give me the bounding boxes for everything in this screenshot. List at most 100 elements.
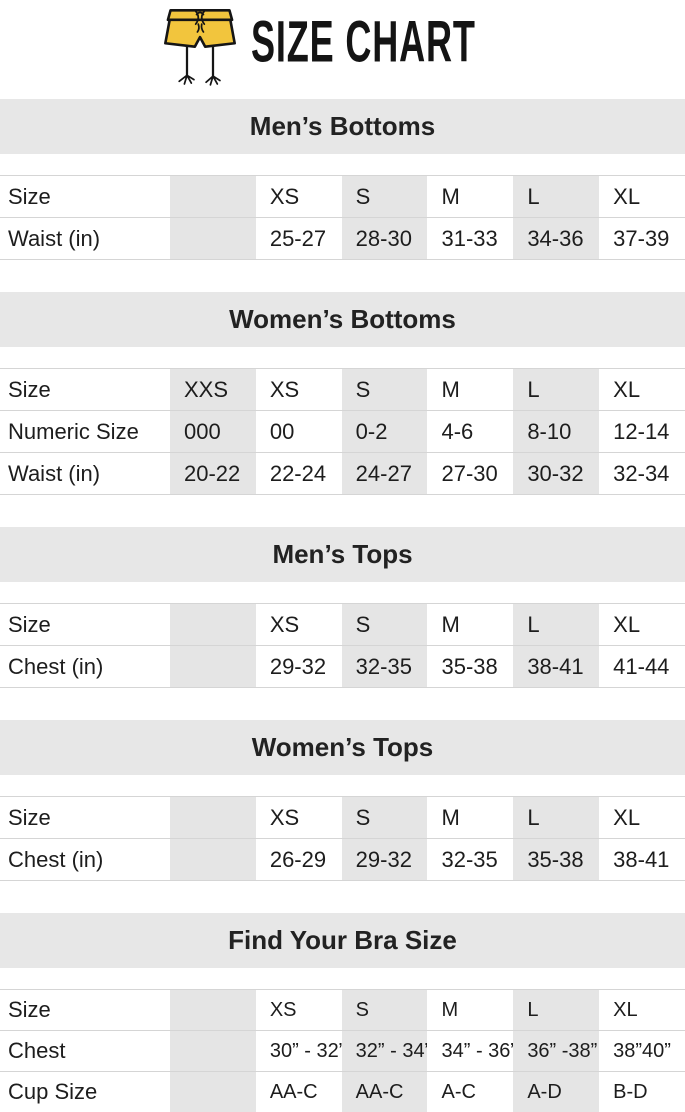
row-label: Chest	[0, 1031, 170, 1072]
size-cell: M	[427, 990, 513, 1031]
value-cell: 27-30	[427, 453, 513, 495]
size-cell: S	[342, 797, 428, 839]
value-cell: AA-C	[256, 1072, 342, 1112]
value-cell: 000	[170, 411, 256, 453]
size-cell: XL	[599, 369, 685, 411]
section-banner: Men’s Bottoms	[0, 99, 685, 154]
value-cell: 38-41	[599, 839, 685, 881]
value-cell: 38”40”	[599, 1031, 685, 1072]
value-cell: 26-29	[256, 839, 342, 881]
section-title: Find Your Bra Size	[228, 925, 457, 956]
table-row: Size XXS XS S M L XL	[0, 369, 685, 411]
value-cell: 20-22	[170, 453, 256, 495]
table-row: Waist (in) 25-27 28-30 31-33 34-36 37-39	[0, 218, 685, 260]
section-mens-bottoms: Men’s Bottoms Size XS S M L XL Waist (in…	[0, 99, 685, 260]
empty-cell	[170, 176, 256, 218]
value-cell: 36” -38”	[513, 1031, 599, 1072]
section-womens-bottoms: Women’s Bottoms Size XXS XS S M L XL Num…	[0, 292, 685, 495]
value-cell: 37-39	[599, 218, 685, 260]
value-cell: 32-35	[427, 839, 513, 881]
empty-cell	[170, 1072, 256, 1112]
size-cell: S	[342, 604, 428, 646]
size-cell: M	[427, 369, 513, 411]
size-cell: XL	[599, 797, 685, 839]
row-label: Size	[0, 176, 170, 218]
size-cell: L	[513, 369, 599, 411]
row-label: Chest (in)	[0, 839, 170, 881]
row-label: Cup Size	[0, 1072, 170, 1112]
size-table-mens-tops: Size XS S M L XL Chest (in) 29-32 32-35 …	[0, 603, 685, 688]
value-cell: A-D	[513, 1072, 599, 1112]
table-row: Chest (in) 29-32 32-35 35-38 38-41 41-44	[0, 646, 685, 688]
page-header: SIZE CHART	[0, 0, 685, 99]
size-cell: XS	[256, 176, 342, 218]
value-cell: 22-24	[256, 453, 342, 495]
section-title: Women’s Tops	[252, 732, 434, 763]
value-cell: 32-35	[342, 646, 428, 688]
page-title: SIZE CHART	[251, 10, 476, 76]
size-cell: XS	[256, 797, 342, 839]
table-row: Chest (in) 26-29 29-32 32-35 35-38 38-41	[0, 839, 685, 881]
value-cell: 32” - 34”	[342, 1031, 428, 1072]
size-cell: XL	[599, 604, 685, 646]
size-cell: S	[342, 990, 428, 1031]
row-label: Numeric Size	[0, 411, 170, 453]
value-cell: 29-32	[342, 839, 428, 881]
size-cell: L	[513, 797, 599, 839]
size-table-womens-bottoms: Size XXS XS S M L XL Numeric Size 000 00…	[0, 368, 685, 495]
row-label: Size	[0, 990, 170, 1031]
empty-cell	[170, 646, 256, 688]
size-cell: S	[342, 176, 428, 218]
section-title: Men’s Bottoms	[250, 111, 435, 142]
size-cell: S	[342, 369, 428, 411]
size-cell: M	[427, 176, 513, 218]
section-banner: Women’s Tops	[0, 720, 685, 775]
table-row: Size XS S M L XL	[0, 797, 685, 839]
value-cell: 31-33	[427, 218, 513, 260]
value-cell: 12-14	[599, 411, 685, 453]
section-title: Men’s Tops	[272, 539, 412, 570]
size-table-bra: Size XS S M L XL Chest 30” - 32” 32” - 3…	[0, 989, 685, 1112]
row-label: Size	[0, 604, 170, 646]
size-table-mens-bottoms: Size XS S M L XL Waist (in) 25-27 28-30 …	[0, 175, 685, 260]
table-row: Chest 30” - 32” 32” - 34” 34” - 36” 36” …	[0, 1031, 685, 1072]
row-label: Size	[0, 369, 170, 411]
row-label: Chest (in)	[0, 646, 170, 688]
section-banner: Men’s Tops	[0, 527, 685, 582]
value-cell: 4-6	[427, 411, 513, 453]
section-womens-tops: Women’s Tops Size XS S M L XL Chest (in)…	[0, 720, 685, 881]
section-mens-tops: Men’s Tops Size XS S M L XL Chest (in) 2…	[0, 527, 685, 688]
value-cell: 8-10	[513, 411, 599, 453]
row-label: Waist (in)	[0, 453, 170, 495]
size-table-womens-tops: Size XS S M L XL Chest (in) 26-29 29-32 …	[0, 796, 685, 881]
size-cell: M	[427, 604, 513, 646]
row-label: Waist (in)	[0, 218, 170, 260]
value-cell: 30” - 32”	[256, 1031, 342, 1072]
empty-cell	[170, 218, 256, 260]
empty-cell	[170, 797, 256, 839]
shorts-chicken-legs-icon	[161, 2, 239, 94]
size-cell: XXS	[170, 369, 256, 411]
size-cell: L	[513, 176, 599, 218]
section-banner: Women’s Bottoms	[0, 292, 685, 347]
section-bra-size: Find Your Bra Size Size XS S M L XL Ches…	[0, 913, 685, 1112]
empty-cell	[170, 990, 256, 1031]
size-cell: XS	[256, 604, 342, 646]
value-cell: A-C	[427, 1072, 513, 1112]
table-row: Waist (in) 20-22 22-24 24-27 27-30 30-32…	[0, 453, 685, 495]
section-title: Women’s Bottoms	[229, 304, 456, 335]
empty-cell	[170, 1031, 256, 1072]
table-row: Size XS S M L XL	[0, 990, 685, 1031]
value-cell: 25-27	[256, 218, 342, 260]
size-cell: XS	[256, 369, 342, 411]
value-cell: 38-41	[513, 646, 599, 688]
table-row: Cup Size AA-C AA-C A-C A-D B-D	[0, 1072, 685, 1112]
row-label: Size	[0, 797, 170, 839]
value-cell: 35-38	[427, 646, 513, 688]
size-cell: L	[513, 604, 599, 646]
size-cell: XL	[599, 990, 685, 1031]
value-cell: 28-30	[342, 218, 428, 260]
empty-cell	[170, 839, 256, 881]
value-cell: AA-C	[342, 1072, 428, 1112]
value-cell: 32-34	[599, 453, 685, 495]
